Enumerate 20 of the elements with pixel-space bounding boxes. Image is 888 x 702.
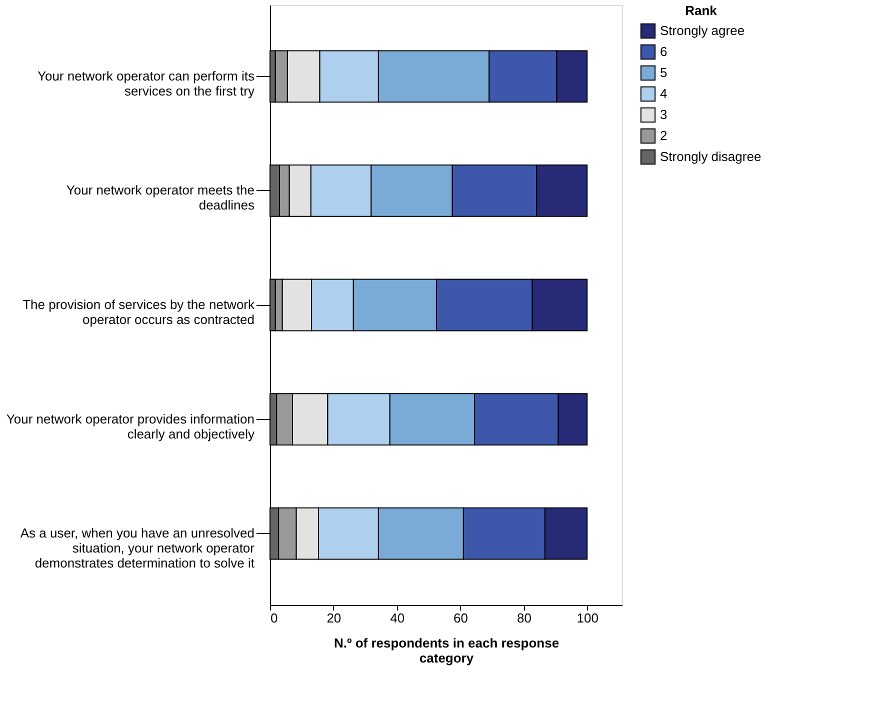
legend-label: Strongly agree: [660, 23, 745, 38]
x-axis-title: N.º of respondents in each response category: [334, 636, 560, 666]
y-tick-label: Your network operator meets the deadlines: [66, 182, 255, 213]
legend-label: 5: [660, 65, 668, 80]
legend-label: 6: [660, 44, 668, 59]
x-tick-label: 100: [576, 610, 598, 626]
y-tick-label: Your network operator can perform its services on the first try: [37, 68, 255, 98]
legend-label: 4: [660, 86, 668, 101]
legend-label: Strongly disagree: [660, 149, 762, 164]
y-tick-label: The provision of services by the network operator occurs as contracted: [22, 297, 255, 327]
y-tick-label: As a user, when you have an unresolved situation, your network operator demonstrates determination to solve it: [20, 526, 256, 571]
x-tick-label: 20: [326, 610, 342, 626]
legend-title: Rank: [685, 3, 718, 18]
legend-label: 2: [660, 128, 668, 143]
x-tick-label: 0: [270, 610, 278, 626]
y-tick-label: Your network operator provides information clearly and objectively: [6, 411, 255, 442]
x-tick-label: 60: [454, 610, 468, 626]
legend-label: 3: [660, 107, 668, 122]
x-tick-label: 40: [390, 610, 405, 626]
x-tick-label: 80: [516, 610, 532, 626]
